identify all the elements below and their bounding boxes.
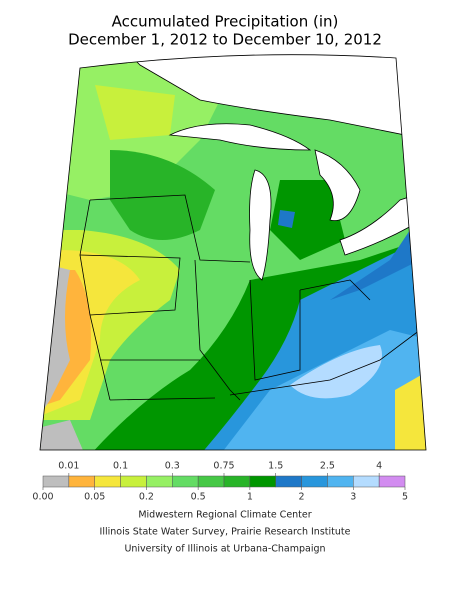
legend-label: 3 xyxy=(350,492,356,503)
legend-swatch xyxy=(378,475,406,488)
legend-label: 0.1 xyxy=(113,461,128,472)
credit-line: Midwestern Regional Climate Center xyxy=(138,510,311,521)
legend-label: 5 xyxy=(402,492,408,503)
legend-label: 2.5 xyxy=(320,461,335,472)
map-frame xyxy=(39,54,427,451)
legend-label: 1.5 xyxy=(268,461,283,472)
legend-label: 0.3 xyxy=(165,461,180,472)
legend-swatch xyxy=(353,475,380,488)
title-line: December 1, 2012 to December 10, 2012 xyxy=(68,31,382,49)
legend-label: 0.01 xyxy=(58,461,79,472)
credit-line: Illinois State Water Survey, Prairie Res… xyxy=(100,527,351,538)
legend-label: 0.00 xyxy=(32,492,53,503)
legend-label: 1 xyxy=(247,492,253,503)
legend-label: 0.5 xyxy=(191,492,206,503)
credit-line: University of Illinois at Urbana-Champai… xyxy=(124,544,325,555)
legend-swatch xyxy=(249,475,276,488)
legend-swatch xyxy=(223,475,251,488)
title-line: Accumulated Precipitation (in) xyxy=(112,13,339,31)
precip-map xyxy=(40,54,426,451)
legend-swatch xyxy=(120,475,147,488)
legend-swatch xyxy=(301,475,328,488)
legend-swatch xyxy=(94,475,121,488)
legend-label: 2 xyxy=(299,492,305,503)
legend-swatch xyxy=(172,475,199,488)
legend-swatch xyxy=(197,475,225,488)
legend-swatch xyxy=(275,475,302,488)
legend-swatch xyxy=(42,475,70,488)
legend-swatch xyxy=(68,475,95,488)
color-legend: 0.00 0.01 0.05 0.1 0.2 0.3 0.5 0.75 1 1.5 2 2.5 3 4 5 xyxy=(32,461,408,503)
legend-label: 0.75 xyxy=(213,461,234,472)
legend-label: 0.2 xyxy=(139,492,154,503)
legend-swatch xyxy=(327,475,354,488)
legend-label: 4 xyxy=(376,461,382,472)
legend-label: 0.05 xyxy=(84,492,105,503)
legend-swatch xyxy=(146,475,173,488)
